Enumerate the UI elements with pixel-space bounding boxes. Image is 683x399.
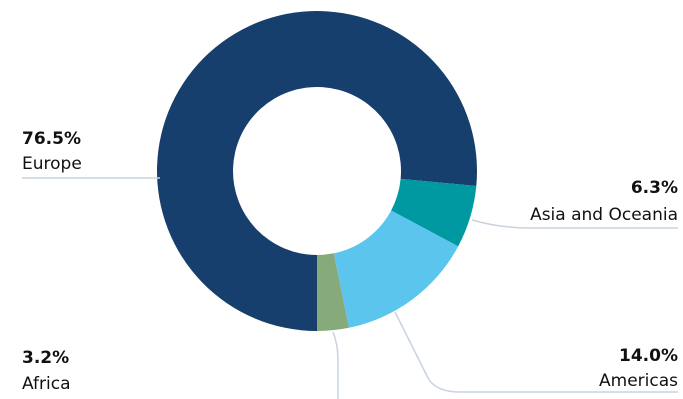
label-africa-value: 3.2% — [22, 348, 69, 368]
leader-line-americas — [394, 311, 678, 393]
leader-line-asia-oceania — [471, 219, 678, 229]
label-americas-name: Americas — [599, 371, 678, 391]
label-africa-name: Africa — [22, 374, 71, 394]
slice-americas — [333, 210, 459, 328]
leader-line-africa — [332, 331, 339, 399]
label-americas-value: 14.0% — [619, 346, 678, 366]
label-europe-name: Europe — [22, 154, 82, 174]
slice-europe — [157, 11, 478, 331]
donut-slices — [157, 11, 478, 331]
label-europe-value: 76.5% — [22, 129, 81, 149]
slice-asia-oceania — [391, 178, 477, 247]
label-asia-oceania-value: 6.3% — [631, 178, 678, 198]
label-asia-oceania-name: Asia and Oceania — [530, 205, 678, 225]
slice-africa — [317, 253, 349, 331]
